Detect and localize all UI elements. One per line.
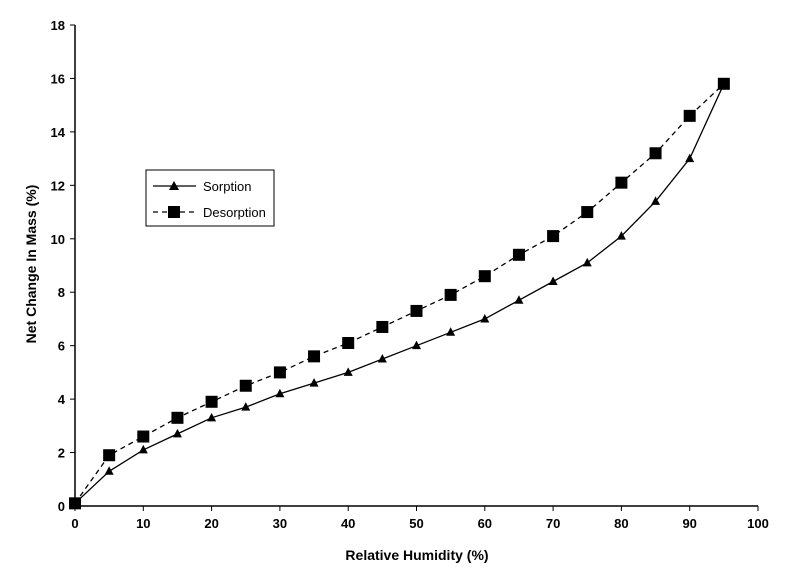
desorption-point bbox=[444, 288, 457, 301]
legend: Sorption Desorption bbox=[145, 169, 275, 227]
desorption-point bbox=[342, 336, 355, 349]
x-axis-ticks: 0 10 20 30 40 50 60 70 80 90 100 bbox=[71, 506, 769, 531]
sorption-point bbox=[377, 354, 387, 363]
sorption-series-line bbox=[74, 83, 725, 504]
y-tick-label: 4 bbox=[58, 392, 66, 407]
sorption-point bbox=[412, 340, 421, 350]
x-tick-label: 10 bbox=[136, 516, 150, 531]
sorption-point bbox=[514, 295, 524, 304]
plot-area bbox=[69, 77, 730, 510]
desorption-point bbox=[717, 77, 730, 90]
legend-sorption-marker bbox=[169, 181, 179, 190]
sorption-point bbox=[309, 378, 319, 387]
desorption-point bbox=[308, 350, 321, 363]
desorption-point bbox=[615, 176, 628, 189]
desorption-point bbox=[103, 449, 116, 462]
desorption-point bbox=[683, 109, 696, 122]
sorption-point bbox=[241, 402, 251, 411]
x-tick-label: 60 bbox=[478, 516, 492, 531]
sorption-point bbox=[582, 257, 592, 267]
sorption-point bbox=[172, 428, 182, 438]
sorption-point bbox=[275, 388, 285, 398]
y-axis-ticks: 0 2 4 6 8 10 12 14 16 18 bbox=[51, 18, 75, 514]
legend-desorption-label: Desorption bbox=[203, 205, 266, 220]
desorption-point bbox=[512, 248, 525, 261]
sorption-point bbox=[480, 313, 490, 323]
x-tick-label: 100 bbox=[747, 516, 769, 531]
y-tick-label: 16 bbox=[51, 71, 65, 86]
y-tick-label: 10 bbox=[51, 232, 65, 247]
y-tick-label: 6 bbox=[58, 339, 65, 354]
legend-desorption-marker bbox=[168, 206, 180, 218]
desorption-point bbox=[649, 147, 662, 160]
x-tick-label: 70 bbox=[546, 516, 560, 531]
sorption-point bbox=[207, 412, 217, 422]
sorption-point bbox=[343, 367, 353, 376]
y-tick-label: 12 bbox=[51, 178, 65, 193]
desorption-point bbox=[478, 270, 491, 283]
desorption-point bbox=[547, 230, 560, 243]
desorption-point bbox=[171, 411, 184, 424]
x-tick-label: 20 bbox=[204, 516, 218, 531]
sorption-point bbox=[616, 231, 626, 240]
desorption-point bbox=[581, 206, 594, 219]
desorption-series-line bbox=[74, 83, 725, 504]
desorption-point bbox=[69, 497, 81, 510]
desorption-point bbox=[239, 379, 252, 392]
sorption-point bbox=[685, 153, 695, 163]
sorption-point bbox=[138, 444, 148, 454]
x-tick-label: 80 bbox=[614, 516, 628, 531]
x-tick-label: 50 bbox=[409, 516, 423, 531]
legend-sorption-label: Sorption bbox=[203, 179, 251, 194]
desorption-point bbox=[273, 366, 286, 379]
sorption-point bbox=[548, 276, 558, 286]
desorption-point bbox=[137, 430, 150, 443]
y-tick-label: 14 bbox=[51, 125, 66, 140]
y-tick-label: 2 bbox=[58, 446, 65, 461]
desorption-point bbox=[410, 304, 423, 317]
x-tick-label: 90 bbox=[682, 516, 696, 531]
legend-box bbox=[145, 169, 275, 227]
sorption-point bbox=[104, 466, 114, 475]
y-tick-label: 18 bbox=[51, 18, 65, 33]
x-tick-label: 30 bbox=[273, 516, 287, 531]
desorption-point bbox=[376, 320, 389, 333]
desorption-point bbox=[205, 395, 218, 408]
y-tick-label: 8 bbox=[58, 285, 65, 300]
x-tick-label: 0 bbox=[71, 516, 78, 531]
sorption-point bbox=[446, 327, 456, 336]
x-axis-title: Relative Humidity (%) bbox=[345, 547, 488, 563]
x-tick-label: 40 bbox=[341, 516, 355, 531]
y-axis-title: Net Change In Mass (%) bbox=[23, 185, 39, 344]
y-tick-label: 0 bbox=[58, 499, 65, 514]
sorption-point bbox=[651, 196, 661, 205]
